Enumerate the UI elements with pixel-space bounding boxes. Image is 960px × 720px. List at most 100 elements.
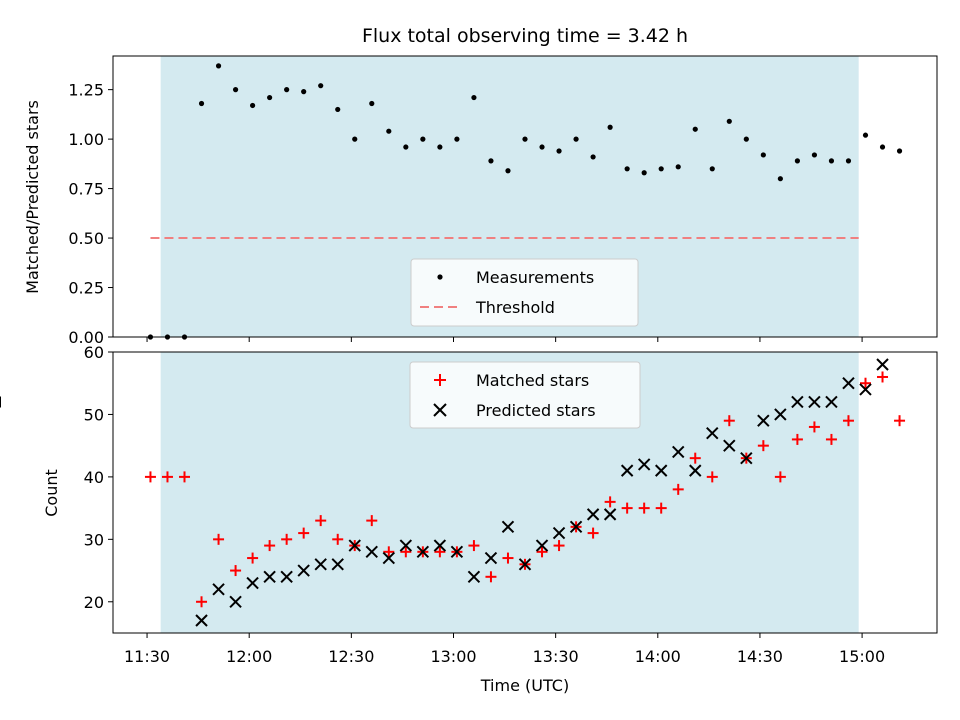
measurement-point	[454, 136, 460, 142]
top-axes-frame	[112, 55, 938, 338]
measurement-point	[318, 83, 324, 89]
matched-star-point	[706, 471, 718, 483]
x-tick-label: 15:00	[839, 647, 885, 666]
measurement-point	[845, 158, 852, 164]
matched-star-point	[315, 515, 327, 527]
x-tick-label: 13:30	[533, 647, 579, 666]
predicted-star-point	[620, 464, 634, 477]
y-tick-label: 1.25	[68, 81, 104, 100]
matched-star-point	[774, 471, 786, 483]
bottom-x-ticks: 11:30 12:00 12:30 13:00 13:30 14:00 14:30 15:00	[124, 633, 885, 666]
predicted-star-point	[535, 539, 549, 552]
predicted-star-point	[740, 451, 753, 465]
legend-measurements-marker	[437, 274, 443, 280]
legend-matched-marker	[434, 374, 446, 386]
bottom-y-axis-label: Count	[42, 469, 61, 517]
matched-star-point	[536, 546, 548, 558]
predicted-star-point	[757, 414, 770, 427]
predicted-star-point	[842, 377, 855, 390]
matched-star-point	[808, 421, 820, 433]
matched-star-point	[757, 440, 769, 452]
measurement-point	[403, 144, 409, 150]
predicted-star-point	[876, 358, 889, 371]
measurement-point	[879, 144, 886, 150]
predicted-star-point	[723, 439, 736, 452]
matched-star-point	[791, 433, 803, 445]
matched-star-point	[877, 371, 889, 383]
x-tick-label: 12:00	[226, 647, 272, 666]
y-tick-label: 0.75	[68, 180, 104, 199]
x-tick-label: 14:00	[635, 647, 681, 666]
top-legend: Measurements Threshold	[410, 258, 639, 327]
measurement-point	[267, 94, 273, 101]
y-tick-label: 20	[84, 593, 104, 612]
measurement-point	[658, 166, 664, 172]
measurement-point	[420, 136, 426, 142]
matched-star-point	[894, 415, 906, 427]
matched-star-point	[502, 552, 514, 564]
top-panel: 0.00 0.25 0.50 0.75 1.00 1.25 Flux total obse…	[23, 25, 938, 347]
measurement-point	[250, 102, 256, 109]
predicted-star-point	[689, 464, 702, 477]
predicted-star-point	[280, 570, 293, 584]
measurement-point	[590, 154, 596, 160]
x-tick-label: 11:30	[124, 647, 170, 666]
predicted-star-point	[484, 551, 498, 565]
measurement-point	[896, 148, 903, 154]
measurement-point	[828, 158, 835, 164]
matched-star-point	[366, 515, 378, 527]
legend-matched-label: Matched stars	[476, 371, 589, 390]
y-tick-label: 0.50	[68, 229, 104, 248]
measurement-point	[437, 144, 443, 150]
predicted-star-points	[0, 358, 889, 627]
measurement-point	[794, 158, 800, 164]
bottom-legend-box	[409, 361, 641, 429]
y-tick-label: 0.25	[68, 279, 104, 298]
matched-star-point	[264, 540, 276, 552]
x-tick-label: 14:30	[737, 647, 783, 666]
predicted-star-point	[382, 551, 396, 565]
matched-star-point	[604, 496, 616, 508]
y-tick-label: 60	[84, 343, 104, 362]
measurement-point	[198, 100, 205, 107]
matched-star-point	[179, 471, 191, 483]
y-tick-label: 0.00	[68, 328, 104, 347]
top-x-ticks	[146, 337, 863, 342]
bottom-panel: 20 30 40 50 60 11:30 12:00 12:30 13:00 13:30 14:0…	[0, 343, 938, 695]
legend-predicted-marker	[433, 403, 447, 417]
predicted-star-point	[229, 595, 242, 608]
measurement-point	[471, 94, 477, 101]
predicted-star-point	[637, 458, 651, 471]
measurement-point	[811, 152, 818, 158]
measurement-point	[352, 136, 358, 142]
measurement-point	[539, 144, 545, 150]
matched-star-point	[434, 546, 446, 558]
measurement-point	[624, 166, 630, 172]
predicted-star-point	[654, 464, 668, 477]
predicted-star-point	[212, 583, 225, 596]
predicted-star-point	[416, 545, 430, 559]
legend-measurements-label: Measurements	[476, 268, 594, 287]
legend-predicted-label: Predicted stars	[476, 401, 596, 420]
matched-star-point	[468, 540, 480, 552]
matched-star-point	[247, 552, 259, 564]
matched-star-point	[723, 415, 735, 427]
predicted-star-point	[195, 614, 208, 627]
measurement-point	[488, 158, 494, 164]
x-tick-label: 13:00	[430, 647, 476, 666]
measurement-point	[743, 136, 749, 142]
predicted-star-point	[569, 520, 583, 534]
measurement-point	[760, 152, 766, 158]
x-tick-label: 12:30	[328, 647, 374, 666]
predicted-star-point	[450, 545, 464, 559]
measurement-point	[522, 136, 528, 142]
predicted-star-point	[297, 564, 310, 577]
matched-star-point	[230, 565, 242, 577]
matched-star-point	[859, 377, 871, 389]
predicted-star-point	[433, 539, 447, 552]
matched-star-point	[672, 483, 684, 495]
measurement-point	[335, 106, 341, 113]
x-axis-label: Time (UTC)	[480, 676, 569, 695]
top-y-ticks: 0.00 0.25 0.50 0.75 1.00 1.25	[68, 81, 113, 347]
predicted-star-point	[859, 383, 872, 396]
